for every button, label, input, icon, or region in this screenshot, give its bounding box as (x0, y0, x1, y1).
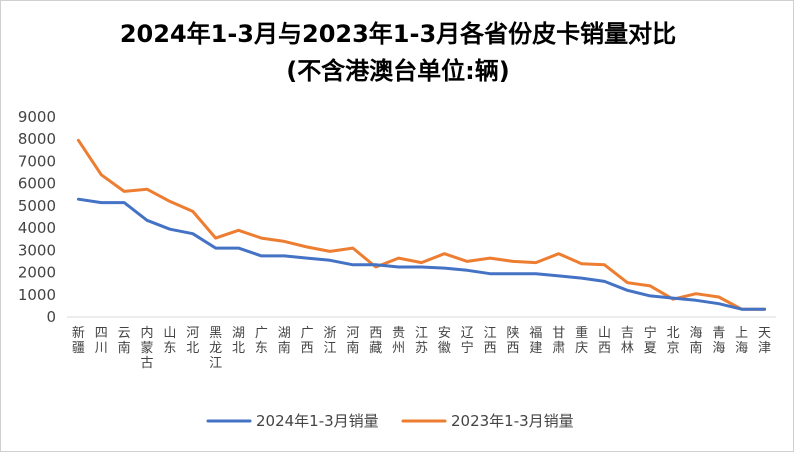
y-tick-label: 8000 (18, 130, 56, 148)
x-tick-label: 安徽 (438, 326, 451, 356)
x-tick-label: 山东 (163, 326, 176, 356)
y-tick-label: 2000 (18, 264, 56, 282)
x-tick-label: 重庆 (575, 325, 588, 356)
y-tick-label: 3000 (18, 241, 56, 259)
y-tick-label: 1000 (18, 286, 56, 304)
chart-title: 2024年1-3月与2023年1-3月各省份皮卡销量对比 (119, 20, 677, 48)
x-tick-label: 天津 (758, 326, 771, 356)
x-tick-label: 宁夏 (644, 325, 657, 356)
x-tick-label: 海南 (689, 326, 702, 356)
chart-subtitle: (不含港澳台单位:辆) (286, 57, 510, 85)
y-tick-label: 9000 (18, 108, 56, 126)
series-line-0 (76, 197, 767, 311)
x-tick-label: 四川 (95, 326, 108, 356)
y-tick-label: 0 (46, 308, 56, 326)
x-tick-label: 福建 (529, 326, 542, 356)
x-tick-label: 河北 (186, 326, 199, 356)
x-tick-label: 上海 (735, 326, 748, 356)
x-tick-label: 西藏 (369, 326, 382, 356)
x-tick-label: 青海 (712, 326, 725, 356)
x-tick-label: 广西 (301, 326, 314, 356)
x-tick-label: 山西 (598, 326, 611, 356)
x-tick-label: 江苏 (415, 326, 428, 356)
y-tick-label: 5000 (18, 197, 56, 215)
x-tick-label: 贵州 (392, 326, 405, 356)
y-tick-label: 7000 (18, 152, 56, 170)
x-tick-label: 陕西 (506, 326, 519, 356)
x-tick-label: 江西 (484, 326, 497, 356)
x-tick-label: 甘肃 (552, 326, 565, 356)
x-tick-label: 新疆 (72, 325, 85, 356)
x-tick-label: 广东 (255, 326, 268, 356)
y-tick-label: 4000 (18, 219, 56, 237)
x-tick-label: 辽宁 (461, 326, 474, 356)
x-tick-label: 湖南 (278, 326, 291, 356)
x-tick-label: 河南 (346, 326, 359, 356)
series-line-1 (76, 138, 767, 311)
legend-label: 2024年1-3月销量 (256, 412, 379, 430)
legend-label: 2023年1-3月销量 (451, 412, 574, 430)
x-tick-label: 湖北 (232, 326, 245, 356)
y-tick-label: 6000 (18, 175, 56, 193)
x-tick-label: 北京 (667, 326, 680, 356)
x-tick-label: 云南 (118, 326, 131, 356)
x-tick-label: 黑龙江 (209, 326, 222, 371)
x-tick-label: 浙江 (324, 326, 337, 356)
x-tick-label: 吉林 (621, 326, 634, 356)
x-tick-label: 内蒙古 (141, 325, 154, 371)
